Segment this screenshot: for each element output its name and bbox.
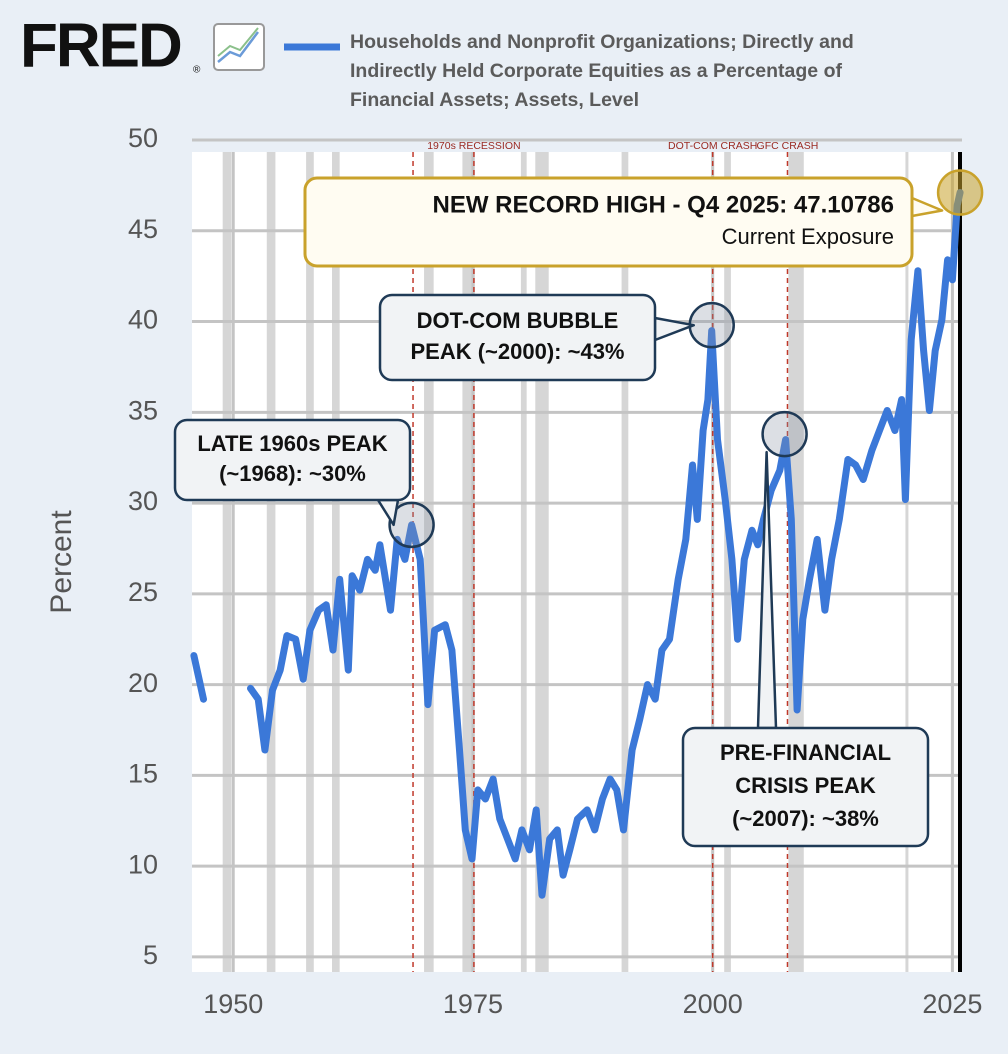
y-tick-label: 30 [128,486,158,516]
legend-label: Households and Nonprofit Organizations; … [350,31,854,111]
annotation-box [173,418,412,502]
y-tick-label: 5 [143,940,158,970]
recession-band [724,152,731,972]
recession-band [520,152,527,972]
y-tick-label: 15 [128,759,158,789]
annotation-marker [936,169,984,216]
recession-band [424,152,434,972]
y-tick-label: 50 [128,123,158,153]
data-line [190,189,964,899]
recession-band [332,152,340,972]
y-tick-label: 10 [128,849,158,879]
y-tick-label: 25 [128,577,158,607]
annotation-box [681,726,930,848]
x-tick-label: 2025 [922,989,982,1019]
logo: FRED [20,11,181,80]
logo-icon [213,23,265,71]
annotation-marker [388,501,435,549]
logo-mark: ® [193,65,201,76]
annotation-box [303,176,914,268]
y-axis-label: Percent [45,510,78,614]
x-tick-label: 1950 [203,989,263,1019]
annotation-marker [761,410,808,458]
x-tick-label: 2000 [683,989,743,1019]
annotation-text: PEAK (~2000): ~43% [411,339,625,364]
y-tick-label: 45 [128,214,158,244]
recession-band [306,152,314,972]
y-tick-label: 40 [128,305,158,335]
event-label: DOT-COM CRASH [668,140,757,152]
annotation-text: (~2007): ~38% [732,806,879,831]
annotation-box [378,293,657,382]
recession-band [222,152,232,972]
y-tick-label: 35 [128,395,158,425]
event-label: 1970s RECESSION [427,140,520,152]
recession-band [621,152,629,972]
annotation-text: Current Exposure [722,224,894,249]
annotation-marker [688,301,735,349]
annotation-text: CRISIS PEAK [735,773,876,798]
annotation-text: LATE 1960s PEAK [197,431,387,456]
y-tick-label: 20 [128,668,158,698]
event-label: GFC CRASH [757,140,819,152]
annotation-text: DOT-COM BUBBLE [417,308,619,333]
recession-band [905,152,909,972]
annotation-text: NEW RECORD HIGH - Q4 2025: 47.10786 [433,191,895,218]
x-tick-label: 1975 [443,989,503,1019]
annotation-text: PRE-FINANCIAL [720,740,891,765]
annotation-text: (~1968): ~30% [219,461,366,486]
recession-band [266,152,276,972]
